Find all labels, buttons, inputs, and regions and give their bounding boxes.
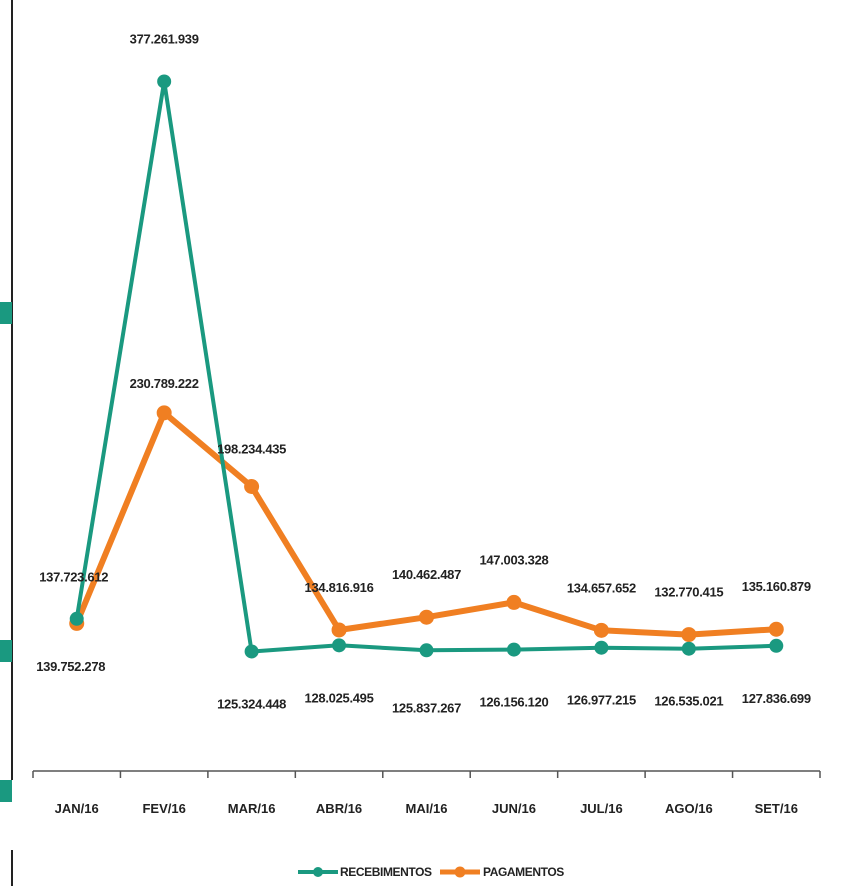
pagamentos-point: [331, 622, 347, 638]
legend-label-recebimentos: RECEBIMENTOS: [340, 865, 432, 879]
x-axis: JAN/16 FEV/16 MAR/16 ABR/16 MAI/16 JUN/16 JUL/…: [32, 770, 821, 816]
recebimentos-data-label: 125.837.267: [392, 700, 461, 715]
recebimentos-point: [69, 611, 84, 626]
recebimentos-point: [332, 638, 347, 653]
x-tick-label: JAN/16: [55, 801, 99, 816]
series-lines: [69, 74, 784, 659]
pagamentos-data-label: 140.462.487: [392, 567, 461, 582]
recebimentos-point: [419, 643, 434, 658]
legend: RECEBIMENTOS PAGAMENTOS: [298, 865, 565, 879]
recebimentos-data-label: 126.535.021: [654, 694, 723, 709]
x-tick-label: JUN/16: [492, 801, 536, 816]
x-tick-label: ABR/16: [316, 801, 362, 816]
x-tick-label: FEV/16: [142, 801, 185, 816]
pagamentos-data-label: 230.789.222: [130, 376, 199, 391]
recebimentos-point: [681, 641, 696, 656]
recebimentos-line: [74, 79, 777, 654]
recebimentos-point: [506, 642, 521, 657]
x-tick-label: SET/16: [755, 801, 798, 816]
pagamentos-data-label: 135.160.879: [742, 579, 811, 594]
legend-marker-pagamentos: [454, 866, 466, 878]
recebimentos-data-label: 127.836.699: [742, 691, 811, 706]
recebimentos-point: [594, 640, 609, 655]
pagamentos-data-label: 132.770.415: [654, 585, 723, 600]
pagamentos-point: [244, 478, 260, 494]
recebimentos-data-label: 126.156.120: [479, 695, 548, 710]
pagamentos-point: [593, 622, 609, 638]
pagamentos-point: [681, 627, 697, 643]
legend-label-pagamentos: PAGAMENTOS: [483, 865, 564, 879]
left-frame-decoration: [0, 0, 13, 886]
pagamentos-point: [768, 621, 784, 637]
pagamentos-data-label: 137.723.612: [39, 569, 108, 584]
recebimentos-data-label: 126.977.215: [567, 693, 636, 708]
pagamentos-data-label: 147.003.328: [479, 552, 548, 567]
pagamentos-data-label: 198.234.435: [217, 441, 286, 456]
recebimentos-data-label: 125.324.448: [217, 696, 286, 711]
x-tick-label: MAR/16: [228, 801, 276, 816]
x-tick-label: AGO/16: [665, 801, 713, 816]
pagamentos-data-label: 134.816.916: [305, 580, 374, 595]
pagamentos-point: [156, 405, 172, 421]
recebimentos-point: [157, 74, 172, 89]
pagamentos-line: [73, 409, 777, 638]
pagamentos-point: [419, 609, 434, 625]
recebimentos-data-label: 139.752.278: [36, 659, 105, 674]
x-tick-label: MAI/16: [406, 801, 448, 816]
data-labels: 139.752.278 377.261.939 125.324.448 128.025…: [36, 31, 811, 715]
x-tick-label: JUL/16: [580, 801, 623, 816]
recebimentos-data-label: 128.025.495: [305, 690, 374, 705]
recebimentos-point: [769, 638, 784, 653]
recebimentos-point: [244, 644, 259, 659]
pagamentos-data-label: 134.657.652: [567, 580, 636, 595]
recebimentos-data-label: 377.261.939: [130, 31, 199, 46]
legend-marker-recebimentos: [313, 867, 323, 877]
pagamentos-point: [506, 594, 522, 610]
